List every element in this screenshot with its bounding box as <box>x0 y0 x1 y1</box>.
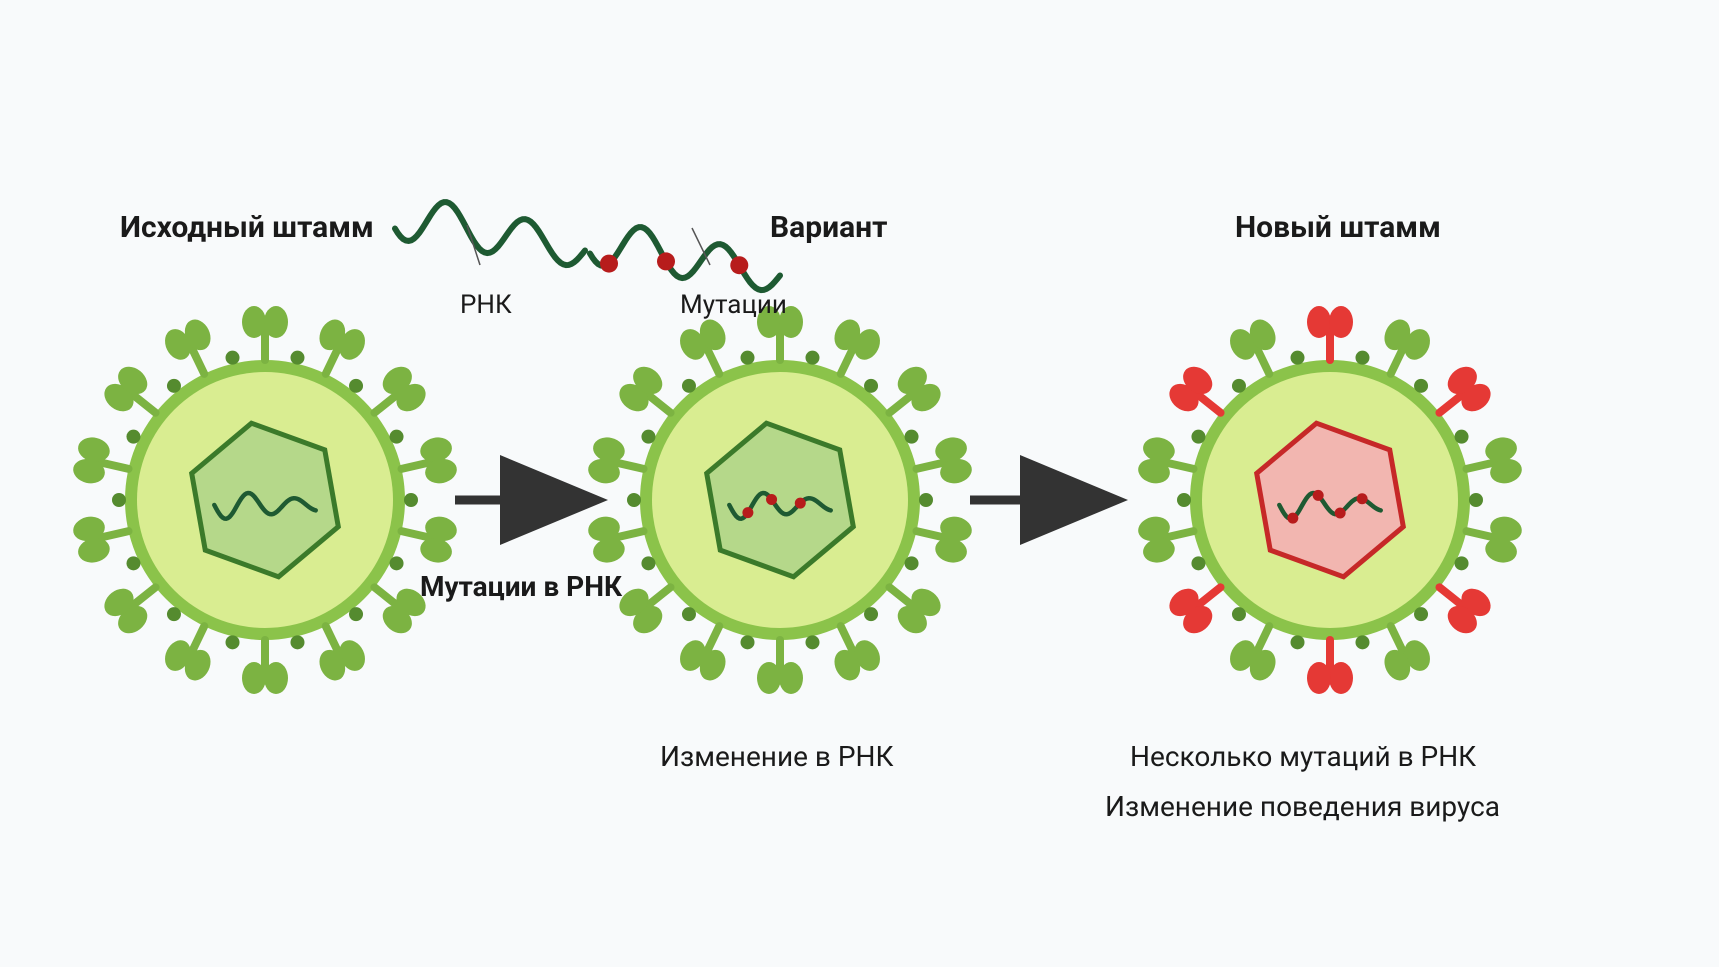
virus-new_strain <box>1136 306 1525 694</box>
mutation-dot <box>742 507 753 518</box>
virus-variant <box>586 306 975 694</box>
mutation-dot <box>1313 490 1324 501</box>
mutation-dot <box>1357 493 1368 504</box>
title-variant: Вариант <box>770 210 887 245</box>
label-mutations: Мутации <box>680 290 787 320</box>
mutation-dot <box>1335 508 1346 519</box>
rna-callout <box>590 227 780 290</box>
mutation-dot <box>795 498 806 509</box>
label-rna: РНК <box>460 290 512 320</box>
rna-callout <box>395 202 585 265</box>
diagram-canvas: Исходный штамм Вариант Изменение в РНК Новы… <box>0 0 1719 967</box>
mutation-dot <box>766 494 777 505</box>
arrow-label-mutations: Мутации в РНК <box>420 570 622 603</box>
title-original: Исходный штамм <box>120 210 374 245</box>
caption-new_strain: Несколько мутаций в РНК <box>1130 740 1476 773</box>
caption-new_strain: Изменение поведения вируса <box>1105 790 1500 823</box>
virus-original <box>71 306 460 694</box>
title-new_strain: Новый штамм <box>1235 210 1441 245</box>
caption-variant: Изменение в РНК <box>660 740 894 773</box>
mutation-dot <box>1287 513 1298 524</box>
